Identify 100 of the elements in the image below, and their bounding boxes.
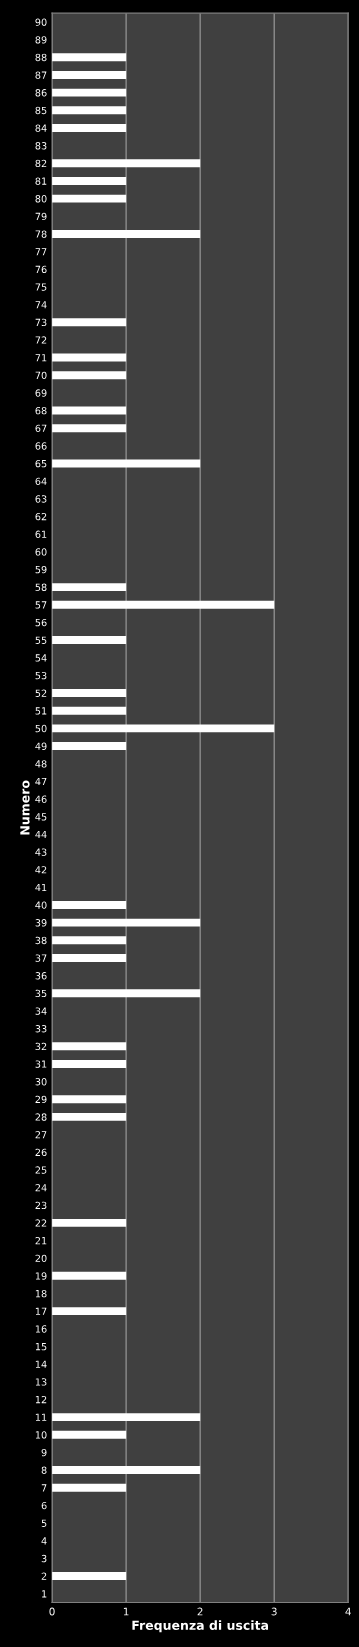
y-tick-label: 35 [35,989,47,998]
y-tick-label: 60 [35,548,47,556]
y-tick-label: 80 [35,195,47,203]
y-tick-label: 14 [35,1360,47,1368]
y-tick-label: 48 [35,760,47,768]
y-tick-label: 39 [35,919,47,927]
y-tick-label: 10 [35,1431,47,1439]
y-tick-label: 81 [35,177,47,185]
y-tick-label: 42 [35,866,47,874]
y-tick-label: 16 [35,1325,47,1333]
y-tick-label: 17 [35,1307,47,1315]
bar [52,53,127,62]
x-axis-title: Frequenza di uscita [132,1620,269,1633]
y-tick-label: 73 [35,318,47,327]
y-tick-label: 89 [35,36,47,44]
y-tick-label: 77 [35,248,47,256]
y-tick-label: 18 [35,1289,47,1298]
y-tick-label: 21 [35,1236,47,1245]
y-tick-label: 76 [35,265,47,274]
y-tick-label: 27 [35,1131,47,1139]
y-tick-label: 61 [35,530,47,538]
bar [52,123,127,132]
y-tick-label: 5 [41,1519,47,1527]
y-tick-label: 30 [35,1078,47,1086]
bar [52,1307,127,1316]
y-tick-label: 45 [35,813,47,821]
bar [52,1112,127,1121]
bar [52,918,201,927]
y-tick-label: 52 [35,689,47,697]
y-tick-label: 88 [35,53,47,62]
y-tick-label: 11 [35,1413,47,1421]
bar [52,176,127,185]
bar [52,953,127,962]
bar [52,318,127,327]
y-tick-label: 43 [35,848,47,856]
bar [52,706,127,715]
bar [52,106,127,115]
y-tick-label: 83 [35,142,47,150]
bar [52,1218,127,1227]
bar [52,689,127,698]
y-tick-label: 12 [35,1395,47,1404]
y-tick-label: 64 [35,477,47,485]
y-tick-label: 15 [35,1343,47,1351]
bar [52,353,127,362]
y-tick-label: 53 [35,671,47,680]
y-tick-label: 90 [35,18,47,26]
y-tick-label: 62 [35,512,47,521]
bar [52,724,275,733]
y-tick-label: 54 [35,654,47,662]
y-tick-label: 29 [35,1095,47,1104]
y-tick-label: 24 [35,1184,47,1192]
y-tick-label: 28 [35,1113,47,1121]
y-tick-label: 47 [35,777,47,786]
y-tick-label: 2 [41,1572,47,1580]
y-tick-label: 58 [35,583,47,591]
bar [52,1572,127,1581]
y-tick-label: 9 [41,1448,47,1457]
y-tick-label: 31 [35,1060,47,1068]
y-tick-label: 25 [35,1166,47,1174]
bar [52,636,127,645]
y-tick-label: 70 [35,371,47,380]
y-tick-label: 1 [42,1590,47,1598]
bar [52,901,127,909]
y-tick-label: 38 [35,936,47,945]
bar [52,1271,127,1280]
bar [52,1095,127,1104]
y-tick-label: 50 [35,724,47,733]
y-tick-label: 7 [41,1484,47,1492]
bar [52,600,275,609]
y-tick-label: 40 [35,901,47,909]
y-tick-label: 41 [35,883,47,892]
bar [52,989,201,998]
y-tick-label: 65 [35,459,47,468]
y-tick-label: 68 [35,406,47,415]
y-tick-label: 20 [35,1254,47,1262]
y-tick-label: 32 [35,1042,47,1051]
y-tick-label: 46 [35,795,47,803]
y-tick-label: 6 [41,1501,47,1510]
y-tick-label: 75 [35,283,47,291]
y-tick-label: 59 [35,565,47,574]
y-tick-label: 67 [35,424,47,433]
y-tick-label: 26 [35,1148,47,1157]
y-tick-label: 44 [35,830,47,839]
x-tick-label: 3 [271,1607,277,1616]
y-axis-title: Numero [20,780,30,835]
y-tick-label: 66 [35,442,47,450]
y-tick-label: 23 [35,1201,47,1210]
bar [52,1042,127,1051]
y-tick-label: 71 [35,354,47,362]
bar [52,936,127,945]
y-tick-label: 72 [35,336,47,344]
y-tick-label: 22 [35,1219,47,1227]
y-tick-label: 86 [35,89,47,97]
y-tick-label: 51 [35,707,47,715]
x-tick-label: 1 [123,1607,129,1616]
y-tick-label: 84 [35,124,47,132]
y-tick-label: 85 [35,106,47,115]
y-tick-label: 49 [35,742,47,750]
bar [52,71,127,79]
y-tick-label: 63 [35,495,47,503]
